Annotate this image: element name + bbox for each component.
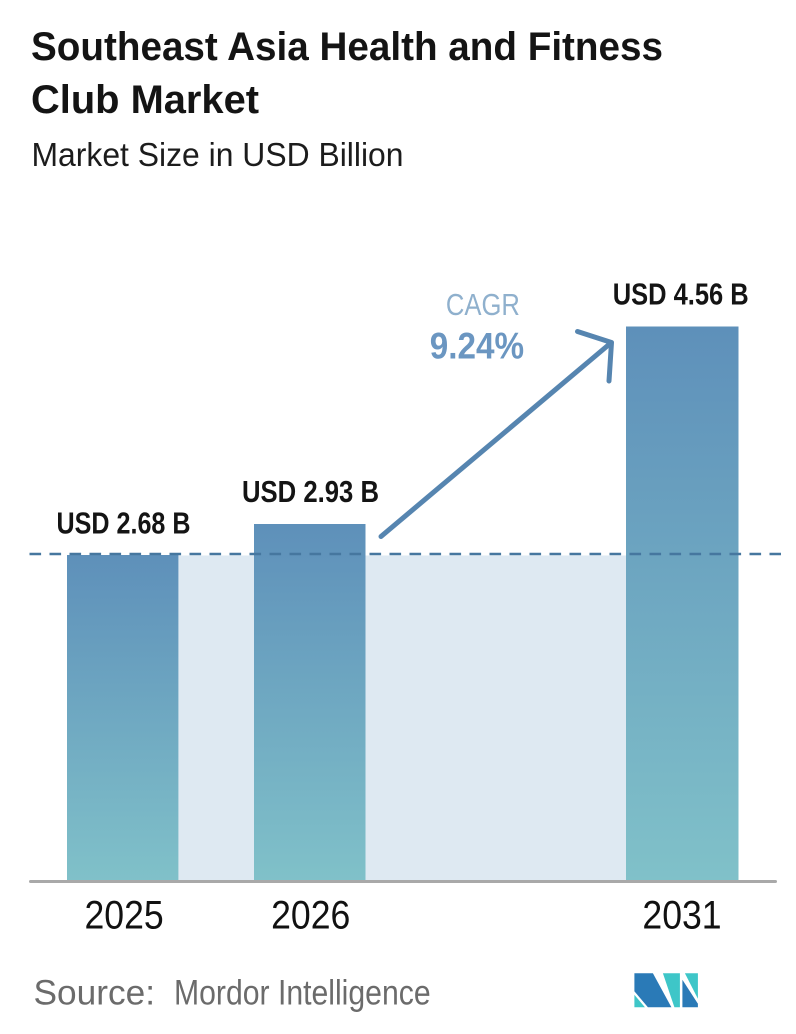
svg-text:Southeast Asia Health and Fitn: Southeast Asia Health and Fitness bbox=[31, 25, 663, 69]
svg-text:2025: 2025 bbox=[85, 893, 164, 937]
svg-text:USD 4.56 B: USD 4.56 B bbox=[613, 278, 749, 312]
svg-text:9.24%: 9.24% bbox=[430, 325, 524, 366]
svg-text:2031: 2031 bbox=[642, 893, 721, 937]
svg-text:2026: 2026 bbox=[271, 893, 350, 937]
svg-text:CAGR: CAGR bbox=[446, 288, 520, 322]
svg-text:Market Size in USD Billion: Market Size in USD Billion bbox=[32, 136, 404, 173]
svg-text:USD 2.68 B: USD 2.68 B bbox=[57, 506, 191, 540]
svg-text:Source:: Source: bbox=[34, 974, 156, 1013]
svg-text:Mordor Intelligence: Mordor Intelligence bbox=[174, 974, 431, 1013]
svg-text:Club Market: Club Market bbox=[31, 78, 259, 122]
svg-text:USD 2.93 B: USD 2.93 B bbox=[242, 475, 379, 509]
